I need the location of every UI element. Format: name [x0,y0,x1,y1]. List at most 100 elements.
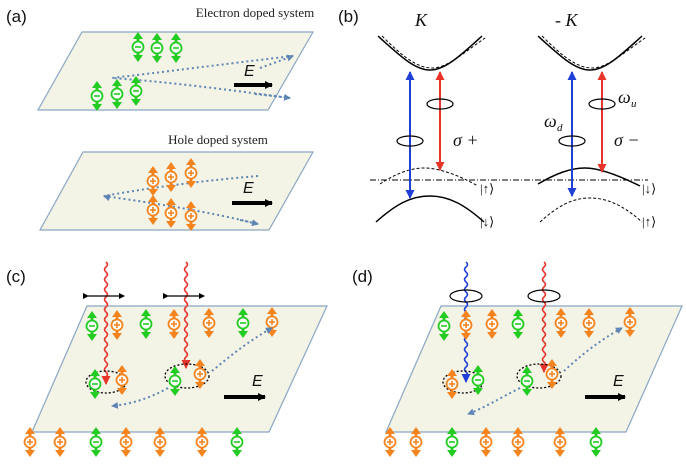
electron-icon [471,365,485,395]
electron-icon [437,311,451,341]
hole-icon [445,369,459,399]
ket-up-k: |↑⟩ [480,181,494,196]
electron-icon [131,32,145,62]
electron-icon [85,311,99,341]
circular-polarization-d-right [527,289,561,303]
electron-icon [520,366,534,396]
omega-d-subscript: d [557,122,563,134]
hole-icon [164,198,178,228]
electron-path-upper-arrow [259,54,294,69]
omega-u-label: ω [618,87,631,107]
omega-d-label: ω [544,111,557,131]
conduction-band-minus-k-dashed [541,35,646,69]
valence-band-down-k [375,195,485,223]
panel-d-label: (d) [352,267,373,286]
electron-icon [129,76,143,106]
exciton-path-d-down [467,387,521,416]
electron-icon [90,81,104,111]
electron-icon [150,33,164,63]
electron-icon [589,427,603,457]
electron-icon [236,308,250,338]
valence-band-up-minus-k [539,197,643,223]
conduction-band-k-dashed [381,35,486,69]
ket-down-k: |↓⟩ [480,214,494,229]
hole-icon [164,162,178,192]
hole-icon [265,307,279,337]
hole-icon [184,201,198,231]
exciton-c-right [168,359,207,396]
panel-d: (d) E [352,261,683,457]
valence-band-up-k [379,167,479,187]
circular-polarization-d-left [449,289,483,303]
electron-icon [230,427,244,457]
ket-up-minus-k: |↑⟩ [642,214,656,229]
electron-paths [111,55,294,99]
row-top-c [85,307,279,341]
electron-icon [89,427,103,457]
valley-k-label: K [414,10,428,30]
hole-icon [479,427,493,457]
sheet-d [385,305,683,433]
hole-icon [119,427,133,457]
hole-icon [193,359,207,389]
ket-down-minus-k: |↓⟩ [642,181,656,196]
omega-u-subscript: u [631,98,637,110]
hole-icon [554,308,568,338]
hole-icon [511,427,525,457]
row-bottom-c [23,427,244,457]
exciton-d-left [445,365,485,399]
polarization-loop-red-minus-k [588,98,616,110]
electron-icon [445,427,459,457]
panel-a-label: (a) [6,7,27,26]
hole-icon [153,427,167,457]
electron-path-lower-arrow [254,93,291,101]
exciton-path-c-up [211,327,273,372]
hole-icon [167,309,181,339]
electron-icon [511,309,525,339]
hole-icon [459,310,473,340]
hole-particles-bottom [146,195,198,231]
electron-sheet [36,31,315,111]
polarization-loop-red-k [426,98,454,110]
sigma-minus-label: σ − [614,130,640,150]
hole-icon [110,310,124,340]
hole-particles-top [146,158,198,196]
sigma-plus-label: σ + [453,130,479,150]
panel-a: (a) Electron doped system E Hole doped s… [6,5,314,231]
hole-icon [115,365,129,395]
conduction-band-k [377,35,483,71]
valley-minus-k-label: - K [555,10,578,30]
exciton-loop-c-right [164,363,210,389]
polarization-loop-blue-minus-k [558,135,586,147]
hole-icon [53,427,67,457]
hole-icon [553,427,567,457]
electron-particles [90,32,183,111]
hole-icon [409,427,423,457]
field-label-d: E [613,373,624,390]
hole-icon [146,166,160,196]
exciton-d-right [520,359,559,396]
hole-path-arrow-right [239,219,259,227]
hole-path-arrow-left [103,194,111,202]
exciton-loop-d-right [516,363,562,389]
photon-red-c-right [181,261,191,369]
polarization-loop-blue-k [396,135,424,147]
panel-c: (c) E [6,261,328,457]
electron-icon [88,369,102,399]
electron-doped-caption: Electron doped system [196,5,314,20]
electron-icon [110,79,124,109]
hole-icon [202,308,216,338]
photon-red-d [539,261,549,373]
hole-icon [195,427,209,457]
exciton-c-left [88,365,129,399]
field-label-a-hole: E [243,180,254,197]
field-label-a-electron: E [244,63,255,80]
exciton-path-d-up [563,327,623,372]
hole-icon [184,158,198,188]
hole-doped-caption: Hole doped system [168,132,268,147]
field-label-c: E [252,373,263,390]
hole-icon [485,309,499,339]
hole-icon [623,307,637,337]
conduction-band-minus-k [537,35,643,71]
panel-b-label: (b) [338,7,359,26]
